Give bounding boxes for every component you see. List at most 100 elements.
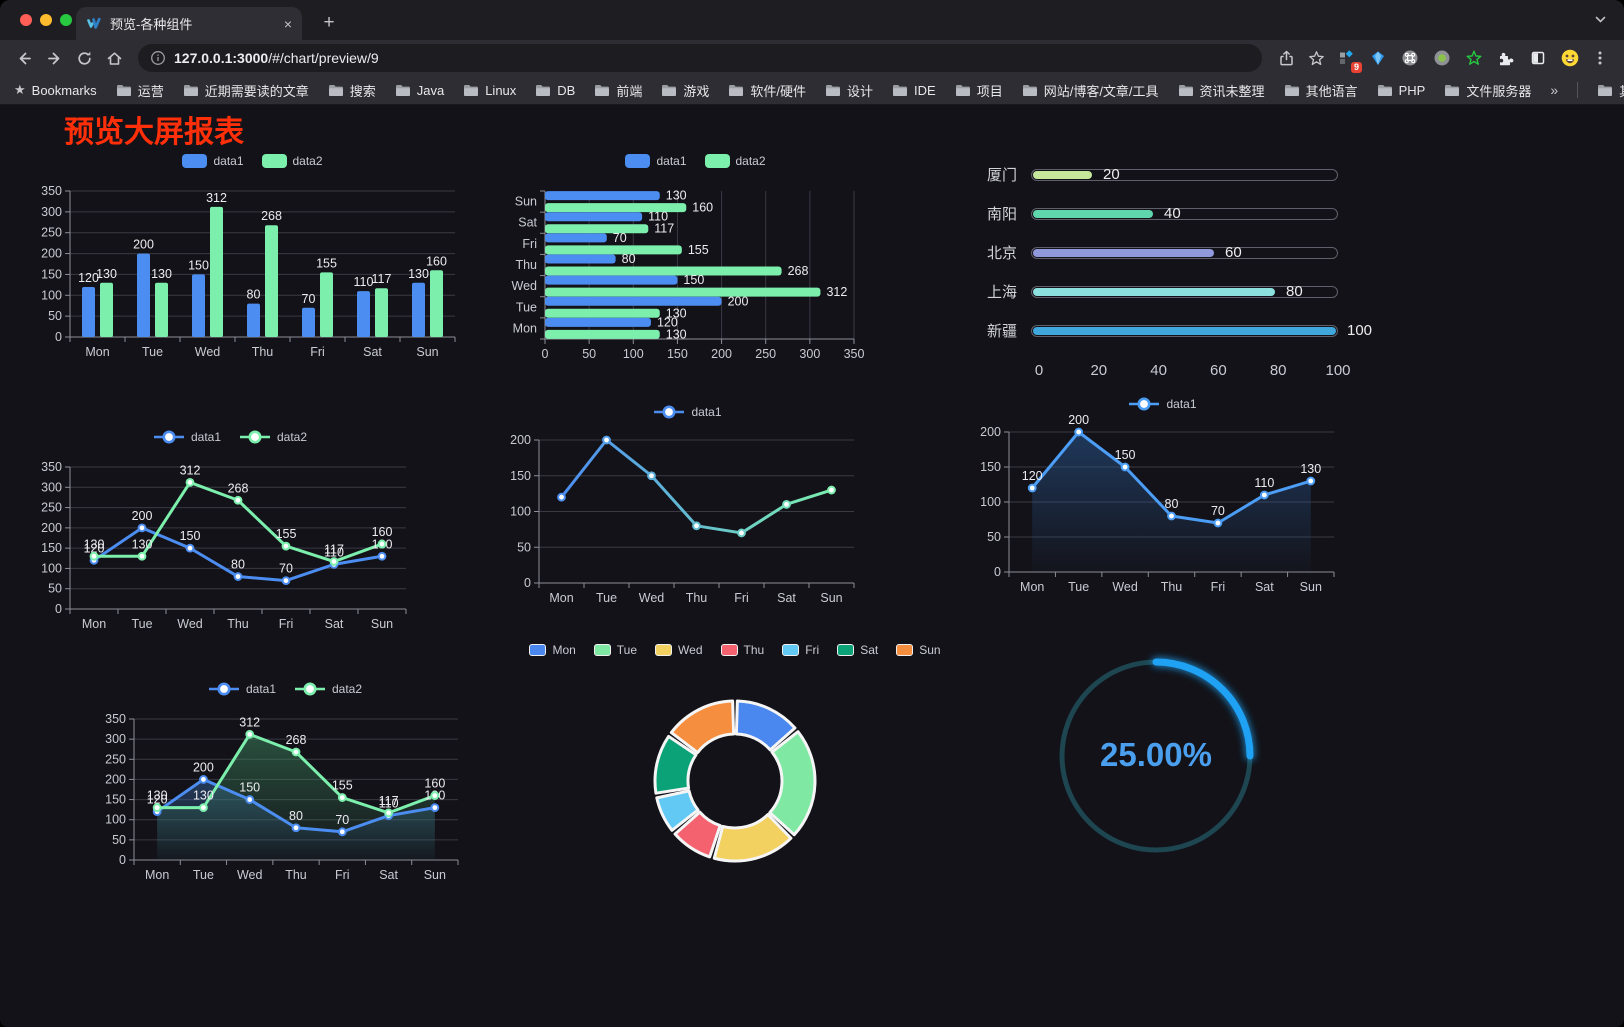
legend-item[interactable]: data2	[294, 682, 362, 696]
extension-green-dot-button[interactable]	[1428, 44, 1456, 72]
svg-text:Mon: Mon	[513, 321, 537, 335]
legend-item[interactable]: data1	[153, 430, 221, 444]
smiley-emoji-icon	[1561, 49, 1579, 67]
legend-item[interactable]: data1	[653, 405, 722, 419]
gauge-chart: 25.00%	[1036, 638, 1276, 878]
bookmark-folder[interactable]: 搜索	[328, 81, 376, 100]
pie-slice[interactable]	[669, 699, 736, 755]
legend-item[interactable]: data2	[239, 430, 307, 444]
legend-swatch	[593, 644, 611, 656]
extension-gem-button[interactable]	[1364, 44, 1392, 72]
legend-item[interactable]: Tue	[593, 643, 637, 657]
green-dot-circle-icon	[1434, 50, 1450, 66]
other-bookmarks-folder[interactable]: 其他书签	[1597, 81, 1624, 100]
pie-slice[interactable]	[653, 734, 698, 795]
new-tab-button[interactable]: +	[323, 12, 335, 33]
bookmark-folder[interactable]: 运营	[116, 81, 164, 100]
svg-text:70: 70	[613, 231, 627, 245]
folder-icon	[395, 84, 410, 96]
extensions-puzzle-button[interactable]	[1492, 44, 1520, 72]
tab-search-chevron-icon[interactable]	[1595, 16, 1606, 23]
legend-swatch	[625, 154, 651, 168]
svg-text:0: 0	[542, 347, 549, 361]
svg-text:80: 80	[289, 809, 303, 823]
legend-item[interactable]: Thu	[720, 643, 764, 657]
bookmark-folder[interactable]: 项目	[955, 81, 1003, 100]
bookmark-folder[interactable]: 其他语言	[1284, 81, 1358, 100]
extension-command-button[interactable]	[1396, 44, 1424, 72]
pie-slice[interactable]	[768, 730, 817, 837]
forward-button[interactable]	[40, 44, 68, 72]
bookmark-folder[interactable]: Java	[395, 83, 444, 98]
bookmark-folder[interactable]: 前端	[594, 81, 642, 100]
legend-item[interactable]: data2	[704, 154, 766, 168]
extension-contrast-button[interactable]	[1524, 44, 1552, 72]
bookmark-label: Java	[416, 82, 445, 98]
bookmark-folder[interactable]: 文件服务器	[1444, 81, 1531, 100]
pie-slice[interactable]	[734, 699, 797, 752]
legend-item[interactable]: data1	[1128, 397, 1197, 411]
bookmark-folder[interactable]: DB	[535, 83, 575, 98]
pie-slice[interactable]	[712, 813, 793, 863]
bookmark-folder[interactable]: 近期需要读的文章	[183, 81, 309, 100]
legend-item[interactable]: data2	[261, 154, 323, 168]
bookmark-folder[interactable]: PHP	[1377, 83, 1425, 98]
bookmark-folder[interactable]: 游戏	[661, 81, 709, 100]
legend-item[interactable]: Sun	[896, 643, 941, 657]
reload-button[interactable]	[70, 44, 98, 72]
zoom-window-button[interactable]	[60, 14, 72, 26]
svg-text:200: 200	[133, 238, 154, 252]
bookmark-star-button[interactable]	[1302, 44, 1330, 72]
legend-item[interactable]: Mon	[529, 643, 576, 657]
svg-text:Fri: Fri	[1211, 580, 1226, 594]
svg-text:Sun: Sun	[515, 195, 537, 209]
pie-slice[interactable]	[673, 810, 722, 859]
menu-button[interactable]	[1586, 44, 1614, 72]
progress-track: 100	[1031, 322, 1372, 339]
profile-avatar[interactable]	[1556, 44, 1584, 72]
legend-item[interactable]: Wed	[655, 643, 703, 657]
share-button[interactable]	[1272, 44, 1300, 72]
extension-grid-button[interactable]: 9	[1332, 44, 1362, 73]
svg-text:312: 312	[180, 463, 201, 477]
legend-label: data1	[245, 682, 276, 696]
svg-text:Thu: Thu	[227, 617, 249, 631]
legend-item[interactable]: data1	[625, 154, 687, 168]
legend-item[interactable]: Fri	[782, 643, 819, 657]
bookmark-folder[interactable]: Linux	[463, 83, 516, 98]
progress-value: 20	[1103, 165, 1120, 183]
bookmark-folder[interactable]: IDE	[892, 83, 936, 98]
bookmarks-overflow-button[interactable]: »	[1550, 82, 1559, 98]
svg-text:300: 300	[799, 347, 820, 361]
legend-swatch	[182, 154, 208, 168]
bookmark-label: 软件/硬件	[750, 83, 806, 99]
bookmark-folder[interactable]: 网站/博客/文章/工具	[1022, 81, 1159, 100]
svg-text:Tue: Tue	[516, 300, 537, 314]
browser-tab[interactable]: 预览-各种组件 ×	[76, 7, 302, 40]
extension-green-star-button[interactable]	[1460, 44, 1488, 72]
bookmarks-bar: ★ Bookmarks 运营 近期需要读的文章 搜索 Java Linux DB 前端 游戏 软件/…	[0, 76, 1624, 105]
bookmark-folder[interactable]: 资讯未整理	[1178, 81, 1265, 100]
home-button[interactable]	[100, 44, 128, 72]
tab-strip: 预览-各种组件 × +	[0, 0, 1624, 40]
svg-text:Sun: Sun	[371, 617, 393, 631]
tab-close-icon[interactable]: ×	[283, 15, 292, 32]
url-bar[interactable]: 127.0.0.1:3000/#/chart/preview/9	[138, 44, 1262, 72]
pie-slice[interactable]	[655, 789, 700, 832]
folder-icon	[955, 84, 970, 96]
bookmarks-root[interactable]: ★ Bookmarks	[14, 82, 97, 98]
bookmark-folder[interactable]: 软件/硬件	[728, 81, 806, 100]
bookmark-folder[interactable]: 设计	[825, 81, 873, 100]
svg-text:0: 0	[994, 565, 1001, 579]
minimize-window-button[interactable]	[40, 14, 52, 26]
legend-item[interactable]: data1	[182, 154, 244, 168]
command-circle-icon	[1402, 50, 1418, 66]
info-icon[interactable]	[150, 50, 166, 66]
close-window-button[interactable]	[20, 14, 32, 26]
legend-item[interactable]: data1	[208, 682, 276, 696]
svg-text:100: 100	[41, 288, 62, 302]
svg-text:Sat: Sat	[518, 216, 537, 230]
legend-item[interactable]: Sat	[837, 643, 878, 657]
svg-text:130: 130	[147, 789, 168, 803]
back-button[interactable]	[10, 44, 38, 72]
